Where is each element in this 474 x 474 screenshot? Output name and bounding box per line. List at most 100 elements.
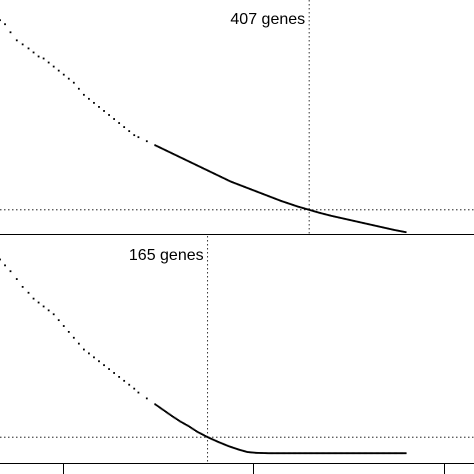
data-point (240, 184, 243, 187)
data-point (203, 434, 206, 437)
data-point (404, 231, 407, 234)
data-point (395, 229, 398, 232)
data-point (271, 196, 274, 199)
data-point (363, 222, 365, 225)
data-point (368, 452, 371, 455)
data-point (202, 167, 205, 170)
data-point (401, 452, 403, 455)
data-point (32, 51, 35, 54)
data-point (362, 452, 365, 455)
data-point (37, 55, 40, 58)
data-point (280, 452, 283, 455)
data-point (88, 352, 90, 355)
data-point (251, 451, 254, 454)
data-point (185, 159, 188, 162)
data-point (67, 330, 70, 333)
data-point (296, 205, 299, 208)
data-point (165, 410, 167, 413)
data-point (179, 156, 182, 159)
data-point (209, 437, 211, 440)
data-point (295, 205, 298, 208)
data-point (237, 448, 239, 451)
data-point (277, 199, 280, 201)
data-point (213, 172, 215, 175)
data-point (223, 177, 226, 180)
data-point (4, 23, 6, 26)
data-point (314, 210, 317, 213)
data-point (178, 419, 181, 422)
data-point (260, 452, 262, 454)
data-point (178, 155, 181, 158)
data-point (169, 414, 172, 417)
data-point (306, 208, 309, 211)
data-point (314, 452, 317, 455)
data-point (278, 199, 281, 202)
data-point (365, 222, 368, 225)
data-point (352, 452, 354, 455)
data-point (403, 452, 406, 455)
data-point (358, 221, 360, 223)
data-point (256, 451, 259, 454)
data-point (145, 140, 148, 143)
data-point (265, 194, 268, 197)
data-point (383, 452, 386, 455)
data-point (382, 452, 384, 455)
data-point (221, 442, 224, 445)
data-point (133, 387, 136, 390)
data-point (93, 356, 95, 359)
data-point (340, 217, 343, 219)
data-point (346, 452, 348, 455)
data-point (196, 430, 199, 433)
data-point (404, 452, 407, 455)
data-point (177, 155, 179, 158)
data-point (47, 309, 50, 312)
data-point (398, 452, 401, 455)
data-point (82, 93, 85, 96)
data-point (244, 186, 246, 188)
data-point (288, 452, 290, 455)
data-point (186, 159, 189, 162)
data-point (199, 432, 202, 435)
data-point (181, 421, 184, 424)
data-point (175, 154, 178, 157)
data-point (287, 202, 290, 205)
data-point (306, 452, 309, 455)
data-point (180, 421, 183, 424)
data-point (263, 193, 266, 196)
data-point (289, 203, 292, 206)
data-point (387, 227, 389, 230)
data-point (391, 452, 394, 455)
data-point (9, 270, 12, 273)
data-point (157, 146, 160, 148)
data-point (291, 452, 294, 455)
data-point (397, 452, 400, 455)
data-point (52, 65, 55, 68)
data-point (72, 81, 75, 84)
data-point (304, 452, 306, 455)
data-point (205, 435, 208, 438)
data-point (173, 416, 176, 419)
data-point (271, 452, 273, 455)
data-point (372, 224, 374, 227)
data-point (326, 213, 329, 216)
data-point (118, 122, 121, 124)
data-point (285, 452, 288, 455)
data-point (184, 423, 187, 426)
data-point (366, 223, 369, 225)
data-point (338, 216, 340, 219)
data-point (241, 449, 244, 452)
data-point (21, 43, 24, 46)
data-point (392, 452, 395, 455)
data-point (289, 452, 292, 455)
data-point (343, 452, 346, 455)
data-point (284, 201, 287, 204)
data-point (161, 408, 164, 411)
data-point (264, 194, 267, 196)
data-point (379, 225, 382, 228)
data-point (245, 186, 248, 189)
data-point (274, 452, 277, 455)
data-point (155, 144, 158, 147)
data-point (389, 228, 392, 231)
data-point (272, 452, 275, 455)
data-point (350, 452, 353, 455)
